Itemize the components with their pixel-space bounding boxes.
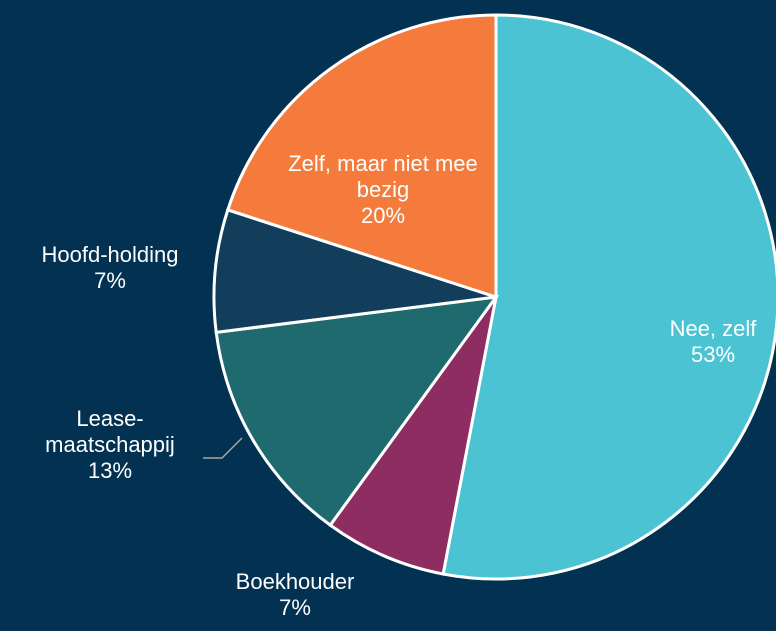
category-label: Nee, zelf	[669, 316, 757, 341]
pie-slice	[214, 295, 500, 528]
slice-label: Boekhouder 7%	[195, 569, 395, 621]
category-label: Boekhouder	[235, 569, 355, 594]
value-label: 53%	[690, 342, 736, 367]
pie-slice	[441, 13, 776, 581]
category-label: Zelf, maar niet mee bezig	[288, 151, 478, 202]
slice-label: Hoofd-holding 7%	[10, 242, 210, 294]
slice-label: Lease-maatschappij 13%	[40, 406, 180, 484]
slice-label: Zelf, maar niet mee bezig 20%	[273, 151, 493, 229]
category-label: Lease-maatschappij	[45, 406, 175, 457]
value-label: 7%	[279, 595, 311, 620]
pie-slice	[225, 13, 498, 300]
value-label: 13%	[87, 458, 133, 483]
category-label: Hoofd-holding	[41, 242, 179, 267]
leader-line	[203, 437, 243, 459]
pie-slice	[212, 207, 497, 335]
value-label: 20%	[360, 203, 406, 228]
pie-slice	[328, 296, 498, 576]
slice-label: Nee, zelf 53%	[643, 316, 776, 368]
value-label: 7%	[94, 268, 126, 293]
